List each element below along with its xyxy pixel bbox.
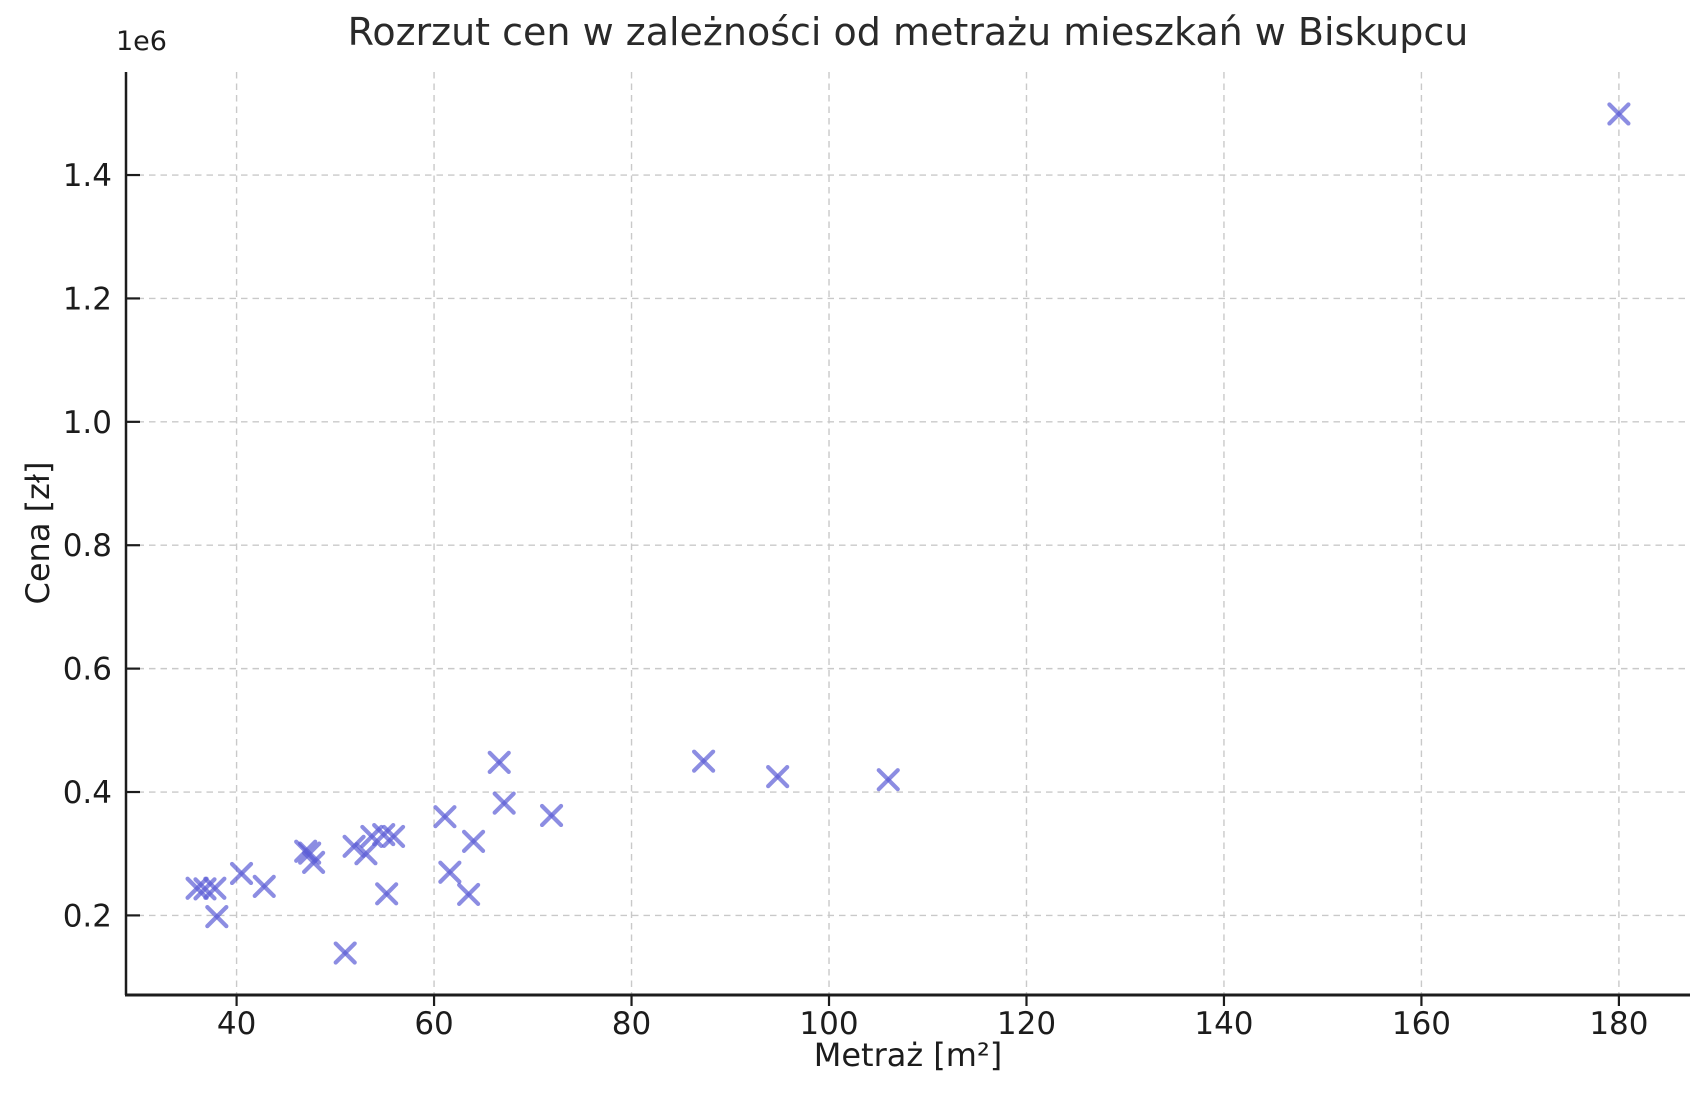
scatter-point bbox=[381, 824, 406, 849]
y-tick-label: 0.4 bbox=[63, 775, 112, 811]
scatter-point bbox=[433, 805, 457, 829]
scatter-point bbox=[438, 860, 462, 884]
scatter-point bbox=[461, 829, 486, 853]
scatter-point bbox=[539, 803, 564, 828]
scatter-point bbox=[252, 874, 276, 899]
scatter-point bbox=[302, 850, 326, 874]
scatter-point bbox=[203, 876, 227, 900]
chart-title: Rozrzut cen w zależności od metrażu mies… bbox=[347, 10, 1469, 54]
scatter-point bbox=[692, 749, 716, 773]
x-axis-label: Metraż [m²] bbox=[813, 1036, 1003, 1074]
x-tick-label: 140 bbox=[1194, 1006, 1253, 1042]
y-tick-label: 1.0 bbox=[63, 405, 112, 441]
scatter-point bbox=[185, 876, 209, 900]
scatter-point bbox=[205, 905, 229, 929]
scatter-point bbox=[375, 882, 399, 906]
scatter-point bbox=[492, 791, 516, 815]
scatter-point bbox=[342, 834, 366, 858]
scatter-point bbox=[766, 764, 790, 789]
scatter-point bbox=[876, 768, 900, 792]
scatter-point bbox=[457, 882, 481, 907]
y-tick-label: 0.6 bbox=[63, 652, 112, 688]
y-tick-label: 1.4 bbox=[63, 158, 112, 194]
x-tick-label: 120 bbox=[997, 1006, 1056, 1042]
scatter-point bbox=[487, 750, 511, 774]
scatter-point bbox=[333, 941, 357, 965]
x-tick-label: 100 bbox=[799, 1006, 858, 1042]
x-tick-label: 180 bbox=[1589, 1006, 1648, 1042]
y-axis-offset-label: 1e6 bbox=[116, 26, 167, 57]
y-tick-label: 0.8 bbox=[63, 528, 112, 564]
scatter-point bbox=[1607, 102, 1631, 126]
x-tick-label: 40 bbox=[217, 1006, 256, 1042]
x-tick-label: 160 bbox=[1392, 1006, 1451, 1042]
scatter-point bbox=[354, 842, 378, 866]
y-tick-label: 0.2 bbox=[63, 898, 112, 934]
scatter-point bbox=[229, 861, 254, 886]
x-tick-label: 60 bbox=[414, 1006, 453, 1042]
y-tick-label: 1.2 bbox=[63, 281, 112, 317]
x-tick-label: 80 bbox=[612, 1006, 651, 1042]
